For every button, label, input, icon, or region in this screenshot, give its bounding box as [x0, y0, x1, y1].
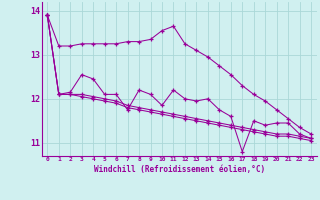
X-axis label: Windchill (Refroidissement éolien,°C): Windchill (Refroidissement éolien,°C) — [94, 165, 265, 174]
